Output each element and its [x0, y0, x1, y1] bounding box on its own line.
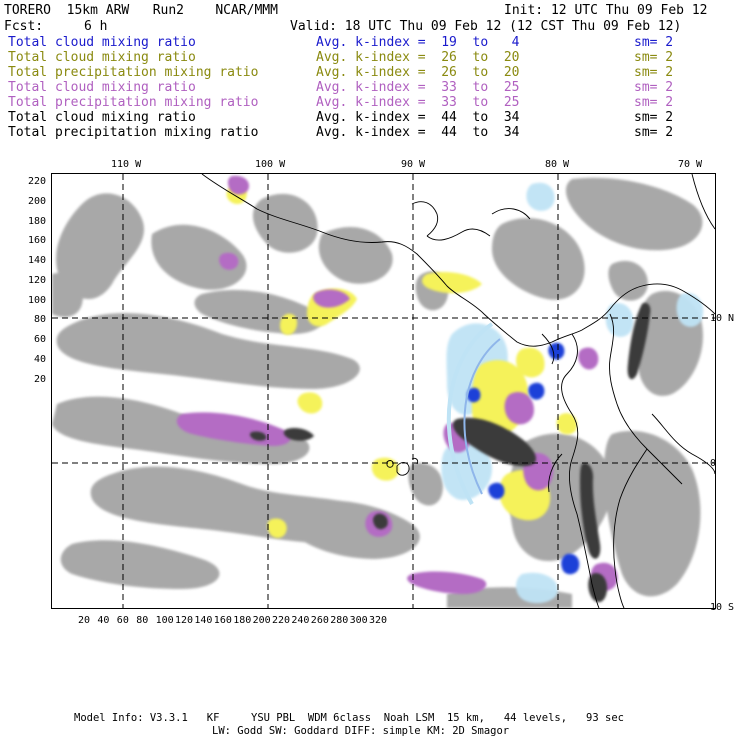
coastlines — [201, 174, 715, 608]
legend-field-name: Total precipitation mixing ratio — [8, 95, 259, 110]
legend-smoothing: sm= 2 — [634, 95, 674, 110]
x-tick-label: 60 — [116, 615, 129, 626]
cloud-dark-fields — [249, 302, 651, 603]
legend-field-name: Total precipitation mixing ratio — [8, 125, 259, 140]
legend-field-name: Total precipitation mixing ratio — [8, 65, 259, 80]
physics-info: LW: Godd SW: Goddard DIFF: simple KM: 2D… — [212, 725, 510, 737]
legend-smoothing: sm= 2 — [634, 110, 674, 125]
lon-label: 90 W — [401, 159, 426, 170]
y-tick-label: 120 — [27, 274, 46, 286]
legend-field-name: Total cloud mixing ratio — [8, 35, 196, 50]
x-tick-label: 300 — [349, 615, 368, 626]
y-tick-label: 40 — [33, 353, 46, 365]
x-tick-label: 240 — [291, 615, 310, 626]
y-tick-label: 60 — [33, 334, 46, 345]
y-tick-label: 20 — [33, 373, 46, 385]
legend-field-name: Total cloud mixing ratio — [8, 110, 196, 125]
y-tick-label: 80 — [33, 314, 46, 326]
map-canvas — [52, 174, 715, 608]
cloud-arc-band-inner — [463, 338, 501, 495]
lat-label: 10 N — [710, 313, 735, 324]
x-tick-label: 80 — [136, 615, 149, 626]
x-tick-label: 40 — [97, 615, 110, 626]
forecast-hour: 6 h — [84, 19, 108, 34]
legend-field-name: Total cloud mixing ratio — [8, 80, 196, 95]
x-tick-label: 320 — [369, 615, 388, 626]
valid-time: Valid: 18 UTC Thu 09 Feb 12 (12 CST Thu … — [290, 19, 682, 34]
y-tick-label: 100 — [27, 294, 46, 306]
weather-map — [52, 174, 715, 608]
legend-smoothing: sm= 2 — [634, 80, 674, 95]
x-tick-label: 140 — [194, 615, 213, 626]
map-frame — [51, 173, 716, 609]
legend-kindex: Avg. k-index = 44 to 34 — [316, 125, 520, 140]
x-tick-label: 20 — [78, 615, 91, 626]
lon-label: 80 W — [545, 159, 570, 170]
y-tick-label: 140 — [27, 255, 46, 266]
legend-kindex: Avg. k-index = 44 to 34 — [316, 110, 520, 125]
x-tick-label: 280 — [330, 615, 349, 626]
x-tick-label: 180 — [233, 615, 252, 626]
forecast-label: Fcst: — [4, 19, 44, 34]
model-info: Model Info: V3.3.1 KF YSU PBL WDM 6class… — [74, 712, 624, 724]
x-tick-label: 120 — [175, 615, 194, 626]
model-title: TORERO 15km ARW Run2 NCAR/MMM — [4, 3, 278, 18]
x-tick-label: 220 — [272, 615, 291, 626]
legend-smoothing: sm= 2 — [634, 125, 674, 140]
x-tick-label: 160 — [213, 615, 232, 626]
y-tick-label: 160 — [27, 235, 46, 247]
lon-label: 70 W — [678, 159, 703, 170]
y-tick-label: 180 — [27, 215, 46, 227]
cloud-arc-band — [446, 322, 494, 505]
lon-label: 110 W — [111, 159, 142, 170]
legend-smoothing: sm= 2 — [634, 50, 674, 65]
lat-label: 10 S — [710, 602, 735, 613]
y-tick-label: 220 — [27, 176, 46, 187]
x-tick-label: 200 — [252, 615, 271, 626]
legend-smoothing: sm= 2 — [634, 65, 674, 80]
y-tick-label: 200 — [27, 195, 46, 207]
cloud-blue-fields — [466, 342, 580, 575]
legend-kindex: Avg. k-index = 19 to 4 — [316, 35, 520, 50]
init-time: Init: 12 UTC Thu 09 Feb 12 — [504, 3, 708, 18]
lon-label: 100 W — [255, 159, 286, 170]
legend-kindex: Avg. k-index = 26 to 20 — [316, 50, 520, 65]
legend-kindex: Avg. k-index = 33 to 25 — [316, 95, 520, 110]
cloud-gray-fields — [52, 177, 703, 608]
x-tick-label: 100 — [155, 615, 174, 626]
legend-kindex: Avg. k-index = 26 to 20 — [316, 65, 520, 80]
x-tick-label: 260 — [310, 615, 329, 626]
legend-kindex: Avg. k-index = 33 to 25 — [316, 80, 520, 95]
legend-field-name: Total cloud mixing ratio — [8, 50, 196, 65]
lat-label: 0 — [710, 458, 717, 469]
legend-smoothing: sm= 2 — [634, 35, 674, 50]
graticule — [52, 174, 715, 608]
